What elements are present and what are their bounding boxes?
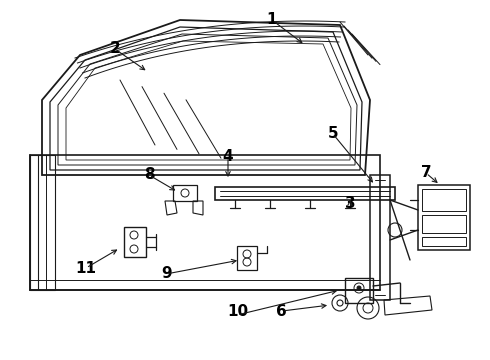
Bar <box>422 189 466 211</box>
Text: 3: 3 <box>345 196 356 211</box>
Bar <box>215 187 395 200</box>
Text: 10: 10 <box>227 304 248 319</box>
Bar <box>422 237 466 246</box>
Bar <box>422 215 466 233</box>
Circle shape <box>357 286 361 290</box>
Text: 7: 7 <box>421 165 432 180</box>
Bar <box>124 227 146 257</box>
Bar <box>418 185 470 250</box>
Text: 5: 5 <box>328 126 339 141</box>
Text: 2: 2 <box>110 41 121 56</box>
Text: 4: 4 <box>222 149 233 164</box>
Bar <box>370 175 390 300</box>
Text: 11: 11 <box>75 261 96 276</box>
Text: 9: 9 <box>161 266 172 281</box>
Text: 1: 1 <box>267 12 277 27</box>
Text: 8: 8 <box>144 167 155 182</box>
Text: 6: 6 <box>276 304 287 319</box>
